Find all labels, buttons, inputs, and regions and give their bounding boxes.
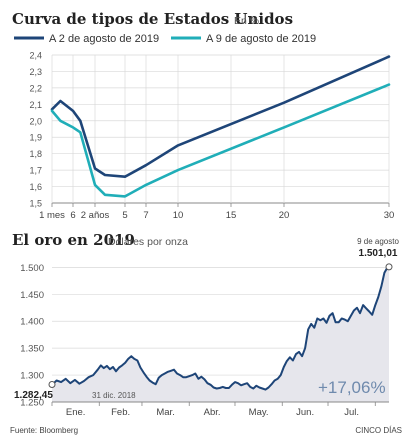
yield-x-axis: 1 mes 6 2 años 5 7 10 15 20 30 xyxy=(39,203,394,221)
gold-y-tick: 1.400 xyxy=(20,317,44,328)
gold-x-axis: Ene. Feb. Mar. Abr. May. Jun. Jul. xyxy=(51,401,389,418)
gold-x-tick: Mar. xyxy=(156,407,174,418)
gold-title: El oro en 2019 xyxy=(12,231,135,249)
yield-x-tick: 6 xyxy=(70,210,75,221)
gold-x-tick: Jul. xyxy=(344,407,359,418)
yield-y-tick: 1,5 xyxy=(29,199,42,209)
start-value-label: 1.282,45 xyxy=(14,390,53,401)
yield-x-tick: 15 xyxy=(226,210,237,221)
gold-x-tick: Abr. xyxy=(204,407,221,418)
gold-subtitle: Dólares por onza xyxy=(108,236,188,248)
start-date-label: 31 dic. 2018 xyxy=(92,391,136,400)
gold-x-tick: May. xyxy=(249,407,269,418)
gold-y-tick: 1.300 xyxy=(20,371,44,382)
gold-y-tick: 1.250 xyxy=(20,398,44,409)
yield-y-axis: 1,5 1,6 1,7 1,8 1,9 2,0 2,1 2,2 2,3 2,4 xyxy=(29,51,42,209)
yield-x-tick: 2 años xyxy=(81,210,110,221)
gold-series xyxy=(48,263,393,402)
yield-y-tick: 2,4 xyxy=(29,51,42,61)
yield-curve-subtitle: En % xyxy=(234,15,259,27)
yield-y-tick: 2,0 xyxy=(29,116,42,126)
series-aug9-line xyxy=(50,83,391,198)
yield-x-tick: 20 xyxy=(279,210,290,221)
yield-x-tick: 30 xyxy=(384,210,395,221)
gold-y-tick: 1.350 xyxy=(20,344,44,355)
gold-end-marker xyxy=(385,263,393,271)
yield-curve-title: Curva de tipos de Estados Unidos xyxy=(12,10,293,28)
yield-series xyxy=(50,55,391,198)
yield-y-tick: 2,3 xyxy=(29,67,42,77)
yield-y-tick: 1,9 xyxy=(29,133,42,143)
gold-annotations: 9 de agosto 1.501,01 1.282,45 31 dic. 20… xyxy=(14,237,399,401)
legend-label-aug9: A 9 de agosto de 2019 xyxy=(206,33,316,45)
gold-x-tick: Ene. xyxy=(66,407,86,418)
yield-y-tick: 1,6 xyxy=(29,182,42,192)
gold-y-tick: 1.450 xyxy=(20,290,44,301)
change-percent-label: +17,06% xyxy=(318,378,386,397)
gold-y-axis: 1.250 1.300 1.350 1.400 1.450 1.500 xyxy=(20,263,44,409)
gold-x-tick: Jun. xyxy=(296,407,314,418)
yield-y-tick: 1,7 xyxy=(29,166,42,176)
yield-x-tick: 5 xyxy=(122,210,127,221)
gold-y-tick: 1.500 xyxy=(20,263,44,274)
gold-area-fill xyxy=(52,266,389,402)
gold-x-tick: Feb. xyxy=(111,407,130,418)
end-date-label: 9 de agosto xyxy=(357,237,399,246)
yield-gridlines xyxy=(51,54,390,204)
yield-x-tick: 7 xyxy=(143,210,148,221)
gold-start-marker xyxy=(48,381,56,389)
yield-x-tick: 1 mes xyxy=(39,210,65,221)
yield-y-tick: 2,1 xyxy=(29,100,42,110)
end-value-label: 1.501,01 xyxy=(359,248,398,259)
gold-price-line xyxy=(51,265,390,391)
yield-legend: A 2 de agosto de 2019 A 9 de agosto de 2… xyxy=(14,33,316,45)
yield-y-tick: 1,8 xyxy=(29,149,42,159)
legend-label-aug2: A 2 de agosto de 2019 xyxy=(49,33,159,45)
credit-note: CINCO DÍAS xyxy=(355,426,402,435)
series-aug2-line xyxy=(50,55,391,178)
yield-y-tick: 2,2 xyxy=(29,83,42,93)
source-note: Fuente: Bloomberg xyxy=(10,426,78,435)
yield-x-tick: 10 xyxy=(173,210,184,221)
